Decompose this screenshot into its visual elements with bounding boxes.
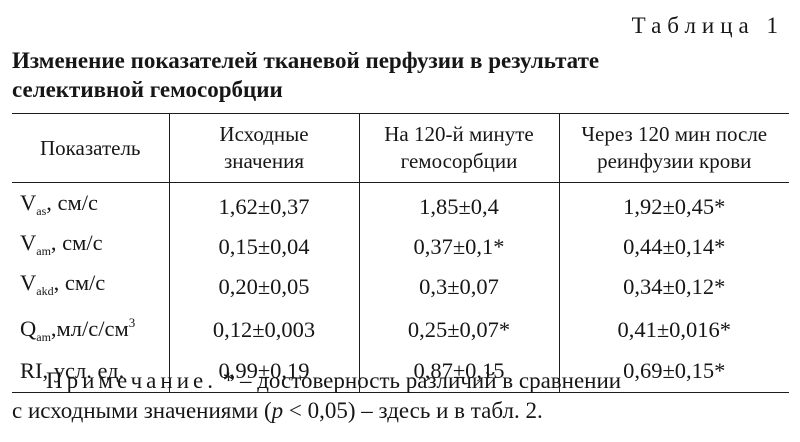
table-footnote: Примечание. * – достоверность различий в… [12, 366, 792, 426]
table-row: RI, усл. ед. 0,99±0,19 0,87±0,15 0,69±0,… [12, 353, 789, 393]
footnote-text: * – достоверность различий в сравнении [216, 368, 622, 393]
cell-baseline: 0,15±0,04 [168, 227, 359, 267]
footnote-heading: Примечание. [46, 368, 217, 393]
table-row: Vam, см/с 0,15±0,04 0,37±0,1* 0,44±0,14* [12, 227, 789, 267]
table-row: Vakd, см/с 0,20±0,05 0,3±0,07 0,34±0,12* [12, 267, 789, 307]
perfusion-table: Показатель Исходные значения На 120-й ми… [12, 113, 789, 393]
cell-minute-120: 1,85±0,4 [358, 182, 559, 227]
cell-after-reinfusion: 0,41±0,016* [558, 307, 789, 353]
header-after-reinfusion: Через 120 мин после реинфузии крови [558, 113, 789, 183]
p-value-symbol: p [271, 398, 284, 423]
table-caption-line-1: Изменение показателей тканевой перфузии … [12, 48, 600, 73]
table-header-row: Показатель Исходные значения На 120-й ми… [12, 113, 789, 183]
row-parameter: Vas, см/с [20, 190, 98, 218]
header-minute-120: На 120-й минуте гемосорбции [358, 113, 559, 183]
cell-baseline: 0,12±0,003 [168, 307, 359, 353]
row-parameter: Vakd, см/с [20, 270, 106, 298]
table-caption: Изменение показателей тканевой перфузии … [12, 46, 792, 104]
row-parameter: Vam, см/с [20, 230, 103, 258]
cell-after-reinfusion: 0,44±0,14* [558, 227, 789, 267]
cell-baseline: 0,99±0,19 [168, 353, 359, 393]
cell-minute-120: 0,3±0,07 [358, 267, 559, 307]
header-parameter: Показатель [12, 113, 169, 183]
cell-after-reinfusion: 0,69±0,15* [558, 353, 789, 393]
cell-after-reinfusion: 1,92±0,45* [558, 182, 789, 227]
table-number-label: Таблица 1 [631, 13, 784, 38]
table-caption-line-2: селективной гемосорбции [12, 77, 283, 102]
table-row: Qam,мл/с/см3 0,12±0,003 0,25±0,07* 0,41±… [12, 307, 789, 353]
table-row: Vas, см/с 1,62±0,37 1,85±0,4 1,92±0,45* [12, 182, 789, 227]
cell-minute-120: 0,37±0,1* [358, 227, 559, 267]
cell-minute-120: 0,25±0,07* [358, 307, 559, 353]
cell-baseline: 1,62±0,37 [168, 182, 359, 227]
cell-baseline: 0,20±0,05 [168, 267, 359, 307]
cell-after-reinfusion: 0,34±0,12* [558, 267, 789, 307]
header-baseline: Исходные значения [168, 113, 359, 183]
cell-minute-120: 0,87±0,15 [358, 353, 559, 393]
row-parameter: Qam,мл/с/см3 [20, 315, 136, 344]
footnote-line-1: Примечание. * – достоверность различий в… [12, 366, 792, 396]
row-parameter: RI, усл. ед. [12, 353, 169, 393]
footnote-line-2: с исходными значениями (p < 0,05) – здес… [12, 398, 543, 423]
